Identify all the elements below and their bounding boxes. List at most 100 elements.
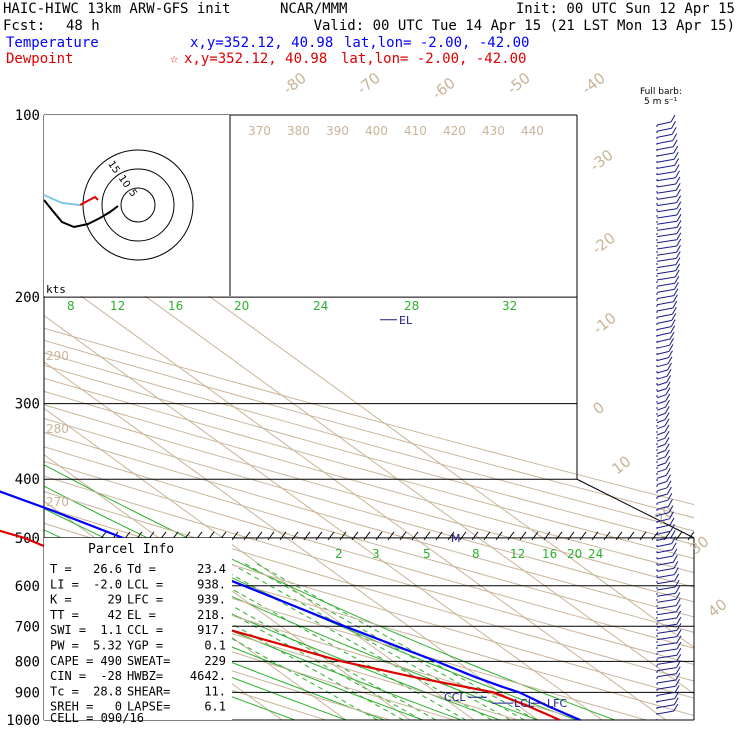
theta-e-label: 390 xyxy=(326,124,349,138)
isobar-tick xyxy=(411,531,419,541)
dry-adiabat xyxy=(44,446,694,633)
wind-barb xyxy=(656,636,678,641)
wind-barb xyxy=(656,313,673,318)
theta-e-label: 380 xyxy=(287,124,310,138)
parcel-key: K = xyxy=(50,593,72,607)
dewpoint-line xyxy=(0,529,561,722)
wind-barb-flag xyxy=(675,585,681,594)
wind-barb xyxy=(656,443,666,448)
wind-barb xyxy=(656,164,675,169)
parcel-value: 29 xyxy=(108,593,122,607)
isotherm-line xyxy=(44,268,667,720)
wind-barb-flag xyxy=(675,263,681,272)
wind-barb-flag xyxy=(674,579,680,588)
pressure-label: 900 xyxy=(15,685,40,701)
wind-barb-flag xyxy=(665,387,671,396)
isobar-tick xyxy=(339,531,347,541)
moist-adiabat xyxy=(44,603,347,720)
mixing-upper-label: 28 xyxy=(404,299,419,313)
hodograph-ring xyxy=(120,187,156,223)
wind-barb xyxy=(656,660,677,665)
dry-adiabat xyxy=(44,609,392,720)
parcel-value: 5.32 xyxy=(93,639,122,653)
wind-barb-flag xyxy=(664,412,670,420)
isobar-tick xyxy=(423,531,431,541)
wind-barb-flag xyxy=(665,455,671,464)
wind-barb-flag xyxy=(664,437,670,445)
isobar-tick xyxy=(267,531,275,541)
mixing-upper-label: 8 xyxy=(67,299,75,313)
theta-e-label: 370 xyxy=(248,124,271,138)
wind-barb-flag xyxy=(669,517,675,526)
pressure-label: 600 xyxy=(15,579,40,595)
hodograph-ring xyxy=(82,149,194,261)
wind-barb xyxy=(656,264,677,269)
isobar-tick xyxy=(387,531,395,541)
wind-barb xyxy=(656,158,675,163)
wind-barb xyxy=(656,468,667,473)
wind-barb xyxy=(656,450,666,455)
isobar-tick xyxy=(375,531,383,541)
mixing-lower-label: 5 xyxy=(423,547,431,561)
parcel-value: 42 xyxy=(108,608,122,622)
theta-label: 270 xyxy=(46,495,69,509)
parcel-key-2: LFC = xyxy=(127,593,163,607)
parcel-cell: CELL = 090/16 xyxy=(50,711,144,725)
wind-barb-flag xyxy=(675,251,681,259)
wind-barb xyxy=(656,524,671,529)
isobar-tick xyxy=(675,531,683,541)
wind-barb-flag xyxy=(676,244,681,253)
wind-barb-flag xyxy=(676,207,682,216)
wind-barb-flag xyxy=(673,703,679,712)
dry-adiabat xyxy=(44,475,694,666)
wind-barb xyxy=(656,431,666,436)
isotherm-line xyxy=(44,361,539,720)
wind-barb xyxy=(656,673,677,678)
wind-barb xyxy=(656,319,672,324)
isobar-tick xyxy=(507,531,515,541)
sounding-traces: EL M LCL LFC CCL xyxy=(0,314,581,722)
wind-barb xyxy=(656,257,677,262)
wind-barb-flag xyxy=(664,418,670,427)
wind-barb xyxy=(656,574,675,579)
org-label: NCAR/MMM xyxy=(280,1,347,17)
mixing-lower-label: 3 xyxy=(372,547,380,561)
dry-adiabat xyxy=(44,591,456,720)
wind-barb-flag xyxy=(675,592,681,600)
parcel-key: TT = xyxy=(50,608,79,622)
wind-barb-flag xyxy=(675,666,681,675)
wind-barb xyxy=(656,202,677,207)
wind-barb-flag xyxy=(672,133,678,141)
wind-barb-flag xyxy=(675,170,680,179)
wind-barb xyxy=(656,456,666,461)
isotherm-label: -50 xyxy=(503,69,533,98)
wind-barb xyxy=(656,505,669,510)
wind-barb xyxy=(656,177,676,182)
mixing-lower-label: 2 xyxy=(335,547,343,561)
wind-barb xyxy=(656,543,672,548)
wind-barb-flag xyxy=(674,164,680,172)
wind-barb-flag xyxy=(672,139,678,148)
dry-adiabat xyxy=(44,417,694,603)
dry-adiabat xyxy=(44,460,694,649)
wind-barb xyxy=(656,629,678,634)
wind-barb xyxy=(656,270,676,275)
wind-barb xyxy=(656,121,672,126)
wind-barb-flag xyxy=(666,474,672,482)
isobar-tick xyxy=(627,531,635,541)
wind-barb-flag xyxy=(671,127,677,135)
temperature-xy: x,y=352.12, 40.98 xyxy=(190,35,333,51)
wind-barb xyxy=(656,704,675,709)
parcel-value: 26.6 xyxy=(93,562,122,576)
wind-barb xyxy=(656,357,669,362)
dewpoint-xy: x,y=352.12, 40.98 xyxy=(184,51,327,67)
wind-barb-flag xyxy=(676,641,682,650)
mixing-lower-label: 16 xyxy=(542,547,557,561)
isobar-tick xyxy=(363,531,371,541)
isobar-tick xyxy=(579,531,587,541)
wind-barb-flag xyxy=(668,344,674,352)
isobar-tick xyxy=(447,531,455,541)
isotherm-label: 10 xyxy=(608,452,634,478)
wind-barb-flag xyxy=(675,678,680,687)
wind-barb xyxy=(656,276,676,281)
